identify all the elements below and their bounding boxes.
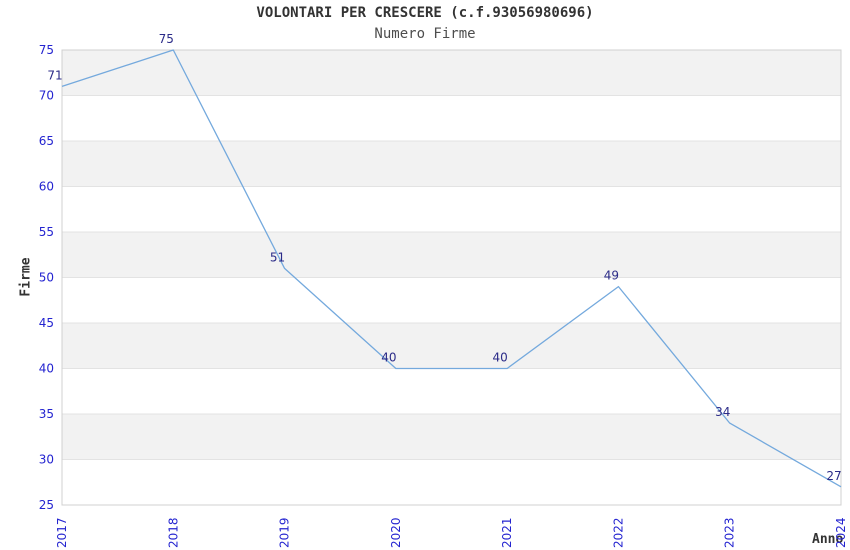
- y-tick-label: 30: [39, 453, 54, 467]
- plot-band: [62, 232, 841, 278]
- plot-band: [62, 459, 841, 505]
- x-tick-label: 2024: [834, 517, 848, 548]
- x-tick-label: 2023: [723, 517, 737, 548]
- series-line: [61, 49, 842, 488]
- data-point-label: 40: [493, 351, 508, 365]
- data-point-label: 49: [604, 269, 619, 283]
- plot-band: [62, 186, 841, 232]
- x-tick-label: 2018: [166, 517, 180, 548]
- plot-band: [62, 141, 841, 187]
- y-tick-label: 25: [39, 498, 54, 512]
- y-tick-label: 75: [39, 43, 54, 57]
- data-point-label: 71: [47, 68, 62, 82]
- y-tick-label: 50: [39, 271, 54, 285]
- data-point-label: 34: [715, 405, 730, 419]
- plot-band: [62, 414, 841, 460]
- y-tick-label: 70: [39, 89, 54, 103]
- chart-subtitle: Numero Firme: [374, 26, 476, 42]
- y-tick-label: 40: [39, 362, 54, 376]
- x-tick-label: 2017: [55, 517, 69, 548]
- data-point-label: 75: [159, 32, 174, 46]
- y-tick-label: 65: [39, 134, 54, 148]
- y-tick-label: 35: [39, 407, 54, 421]
- data-point-label: 51: [270, 250, 285, 264]
- y-tick-label: 55: [39, 225, 54, 239]
- plot-border: [61, 49, 842, 506]
- y-tick-label: 60: [39, 180, 54, 194]
- x-tick-label: 2022: [611, 517, 625, 548]
- data-point-label: 40: [381, 351, 396, 365]
- y-tick-label: 45: [39, 316, 54, 330]
- plot-band: [62, 95, 841, 141]
- plot-band: [62, 277, 841, 323]
- plot-band: [62, 50, 841, 96]
- chart-title: VOLONTARI PER CRESCERE (c.f.93056980696): [256, 5, 594, 21]
- plot-band: [62, 368, 841, 414]
- x-tick-label: 2020: [389, 517, 403, 548]
- data-point-label: 27: [826, 469, 841, 483]
- x-tick-label: 2021: [500, 517, 514, 548]
- x-axis-label: Anno: [812, 532, 844, 547]
- plot-band: [62, 323, 841, 369]
- x-tick-label: 2019: [278, 517, 292, 548]
